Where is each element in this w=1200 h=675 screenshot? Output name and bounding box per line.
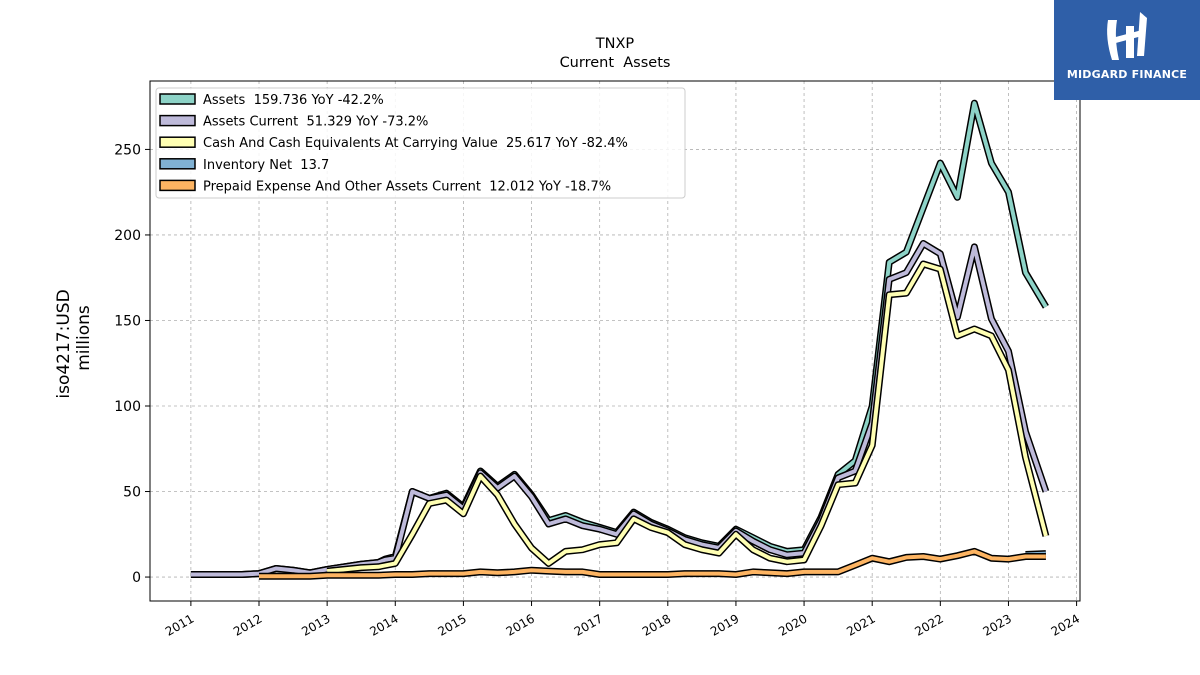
series-line-stroke — [326, 262, 1048, 574]
x-tick-label: 2022 — [912, 611, 945, 638]
legend-label: Prepaid Expense And Other Assets Current… — [203, 179, 611, 194]
brand-logo: MIDGARD FINANCE — [1054, 0, 1200, 100]
legend-swatch — [159, 114, 196, 127]
y-axis-label: iso4217:USD — [54, 289, 74, 398]
y-tick-label: 100 — [114, 399, 141, 415]
plot-frame — [149, 80, 1081, 602]
x-tick-label: 2013 — [299, 611, 332, 638]
brand-name: MIDGARD FINANCE — [1066, 68, 1188, 81]
chart-title: TNXP — [595, 36, 635, 52]
series-line — [259, 547, 1046, 580]
x-tick-label: 2012 — [231, 611, 264, 638]
legend-swatch — [159, 179, 196, 192]
legend-box — [155, 87, 686, 199]
axis-ticks: 2011 2012 2013 2014 2015 2016 2017 2018 2019 2020… — [114, 142, 1082, 638]
y-axis-label-units: millions — [74, 305, 94, 371]
y-tick-label: 150 — [114, 313, 141, 329]
legend-label: Assets Current 51.329 YoY -73.2% — [203, 115, 428, 130]
legend-label: Assets 159.736 YoY -42.2% — [203, 93, 384, 108]
x-tick-label: 2019 — [708, 611, 741, 638]
x-tick-label: 2011 — [163, 611, 196, 638]
x-tick-label: 2014 — [367, 611, 400, 638]
x-tick-label: 2018 — [640, 611, 673, 638]
x-tick-label: 2016 — [504, 611, 537, 638]
legend: Assets 159.736 YoY -42.2% Assets Current … — [155, 87, 686, 199]
chart-subtitle: Current Assets — [560, 55, 671, 71]
y-tick-label: 50 — [123, 485, 141, 501]
brand-mark-icon — [1107, 12, 1147, 60]
series-layer — [190, 99, 1050, 580]
x-tick-label: 2020 — [776, 611, 809, 638]
x-tick-label: 2024 — [1049, 611, 1082, 638]
y-tick-label: 250 — [114, 142, 141, 158]
legend-swatch — [159, 136, 196, 148]
legend-swatch — [159, 93, 196, 105]
series-line-outline — [326, 260, 1050, 575]
series-line-stroke — [259, 549, 1046, 579]
y-tick-label: 200 — [114, 228, 141, 244]
series-line — [326, 260, 1050, 575]
legend-label: Inventory Net 13.7 — [203, 158, 329, 173]
series-line-outline — [190, 240, 1050, 578]
x-tick-label: 2015 — [435, 611, 468, 638]
legend-swatch — [159, 158, 196, 170]
x-tick-label: 2021 — [844, 611, 877, 638]
legend-label: Cash And Cash Equivalents At Carrying Va… — [203, 136, 628, 151]
y-tick-label: 0 — [132, 570, 141, 586]
series-line-stroke — [190, 241, 1048, 577]
x-tick-label: 2023 — [981, 611, 1014, 638]
x-tick-label: 2017 — [572, 611, 605, 638]
series-line — [190, 240, 1050, 578]
